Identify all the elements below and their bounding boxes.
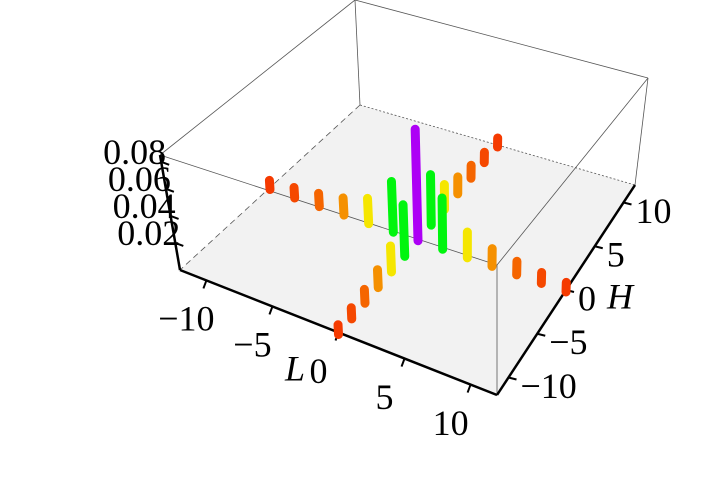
y-axis-label: H (606, 276, 635, 316)
z-tick-label: 0.06 (108, 159, 171, 199)
surface-spike (398, 200, 410, 261)
surface-spike (346, 303, 357, 324)
y-tick (537, 332, 546, 337)
z-tick-label: 0.02 (117, 213, 180, 253)
y-tick (623, 201, 632, 206)
y-tick-label: −10 (521, 366, 577, 406)
x-tick-label: −10 (158, 299, 214, 339)
y-tick-label: 5 (607, 235, 625, 275)
x-tick-label: 0 (310, 351, 328, 391)
surface-spike (359, 284, 370, 308)
y-tick (508, 376, 517, 381)
surface-spike (363, 193, 374, 229)
z-tick (160, 160, 170, 166)
surface-spike (385, 241, 396, 277)
surface-spike (289, 183, 300, 203)
surface-spike (386, 176, 398, 237)
z-tick-label: 0.04 (113, 186, 176, 226)
y-tick-label: −5 (549, 322, 587, 362)
surface-spike (425, 170, 436, 230)
surface-spike (372, 265, 383, 293)
surface-spike (314, 188, 324, 212)
surface-spike (437, 193, 448, 254)
x-tick (268, 306, 274, 315)
x-tick-label: 10 (433, 403, 469, 443)
surface-spike (410, 124, 423, 246)
x-tick (202, 280, 208, 289)
y-tick-label: 10 (636, 191, 672, 231)
z-tick (165, 187, 175, 193)
x-tick-label: 5 (376, 377, 394, 417)
z-tick (174, 242, 184, 247)
z-tick-label: 0.08 (103, 132, 166, 172)
x-axis-label: L (284, 348, 305, 388)
x-tick (400, 358, 406, 367)
y-tick (594, 245, 603, 250)
x-tick (466, 384, 472, 393)
y-tick-label: 0 (578, 278, 596, 318)
x-tick-label: −5 (233, 325, 271, 365)
z-tick (170, 214, 179, 220)
surface-spike (264, 175, 275, 194)
surface-spike (338, 193, 349, 220)
